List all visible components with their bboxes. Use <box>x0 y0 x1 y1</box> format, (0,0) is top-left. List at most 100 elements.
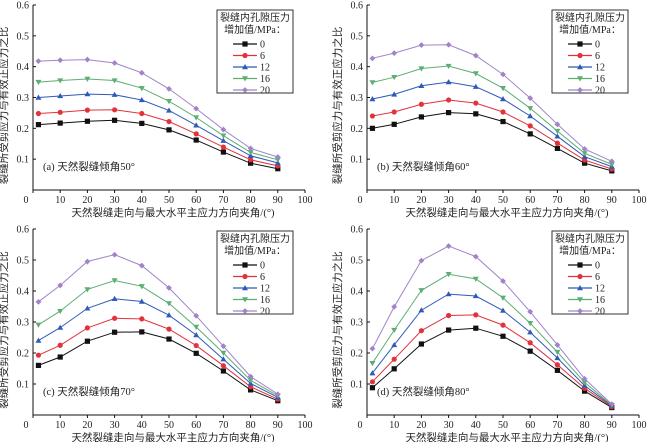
data-point-20 <box>527 308 534 315</box>
y-tick-label: 0.6 <box>351 1 364 12</box>
legend-item-0: 0 <box>568 40 600 51</box>
series-line-20 <box>371 245 613 405</box>
data-point-6 <box>418 101 424 107</box>
data-point-0 <box>473 111 479 117</box>
data-point-12 <box>554 133 561 139</box>
data-point-0 <box>446 110 452 116</box>
data-point-16 <box>445 272 452 278</box>
x-axis-label: 天然裂缝走向与最大水平主应力方向夹角/(°) <box>71 206 275 219</box>
x-tick-label: 10 <box>55 420 65 431</box>
x-tick-label: 30 <box>110 420 120 431</box>
data-point-20 <box>472 253 479 260</box>
legend-marker <box>242 87 248 93</box>
y-tick-label: 0.1 <box>17 380 30 391</box>
y-tick-label: 0.3 <box>351 318 364 329</box>
chart-panel-d: 0 10 20 30 40 50 60 70 80 90 1000.10.20.30.40.50.6… <box>331 225 647 445</box>
data-point-16 <box>193 324 200 330</box>
legend-item-20: 20 <box>233 86 270 97</box>
data-point-20 <box>138 262 145 269</box>
data-point-16 <box>220 133 227 139</box>
x-tick-label: 30 <box>444 420 454 431</box>
data-point-16 <box>391 327 398 334</box>
x-tick-label: 60 <box>525 195 535 206</box>
data-point-12 <box>554 354 561 361</box>
data-point-20 <box>554 121 561 128</box>
data-point-16 <box>247 378 254 384</box>
panel-annotation: (d) 天然裂缝倾角80° <box>377 385 470 398</box>
legend-marker <box>577 273 583 280</box>
x-tick-label: 0 <box>358 420 363 431</box>
data-point-0 <box>220 149 226 155</box>
y-tick-label: 0.3 <box>17 93 30 104</box>
legend-marker <box>577 52 583 59</box>
data-point-20 <box>247 145 254 152</box>
series-line-16 <box>38 78 278 161</box>
x-tick-label: 80 <box>246 420 256 431</box>
data-point-20 <box>247 373 254 380</box>
data-point-0 <box>193 137 199 143</box>
data-point-16 <box>391 74 398 81</box>
series-line-0 <box>38 119 278 170</box>
data-point-0 <box>112 117 118 123</box>
data-point-6 <box>112 315 118 321</box>
data-point-12 <box>418 82 425 88</box>
data-point-20 <box>193 312 200 319</box>
data-point-6 <box>391 356 397 362</box>
data-point-6 <box>193 342 199 349</box>
y-tick-label: 0.1 <box>351 155 364 166</box>
x-tick-label: 90 <box>273 195 283 206</box>
data-point-0 <box>391 366 397 372</box>
legend-box <box>216 9 294 94</box>
data-point-0 <box>391 121 397 127</box>
data-point-0 <box>139 329 145 335</box>
y-tick-label: 0.1 <box>17 155 30 166</box>
data-point-0 <box>112 329 118 335</box>
y-tick-label: 0.6 <box>17 225 30 236</box>
y-tick-label: 0.5 <box>17 31 30 42</box>
data-point-20 <box>369 345 376 352</box>
y-tick-label: 0.2 <box>351 349 364 360</box>
legend-item-20: 20 <box>568 307 605 318</box>
x-tick-label: 40 <box>471 195 481 206</box>
legend-marker <box>242 297 248 303</box>
series-line-0 <box>38 331 278 402</box>
series-line-6 <box>38 109 278 167</box>
x-tick-label: 60 <box>191 420 201 431</box>
data-point-16 <box>472 276 479 282</box>
legend-marker <box>577 285 583 291</box>
data-point-12 <box>220 137 227 143</box>
legend-title: 裂缝内孔隙压力 <box>555 232 625 245</box>
data-point-20 <box>111 60 118 66</box>
y-tick-label: 0.5 <box>17 256 30 267</box>
data-point-16 <box>138 86 145 92</box>
x-tick-label: 50 <box>498 420 508 431</box>
data-point-12 <box>445 79 452 85</box>
x-tick-label: 90 <box>607 420 617 431</box>
data-point-0 <box>35 122 42 128</box>
series-line-0 <box>372 327 613 409</box>
data-point-20 <box>581 146 588 152</box>
data-point-0 <box>500 118 506 125</box>
y-axis-label: 裂缝所受剪应力与有效正应力之比 <box>331 251 344 409</box>
legend-marker <box>242 285 248 291</box>
data-point-6 <box>473 100 479 106</box>
legend-item-12: 12 <box>568 63 605 74</box>
y-tick-label: 0.2 <box>351 124 364 135</box>
y-tick-label: 0.2 <box>17 124 30 135</box>
chart-panel-b: 0 10 20 30 40 50 60 70 80 90 1000.10.20.30.40.50.6… <box>331 1 647 220</box>
series-line-0 <box>372 112 612 172</box>
legend-marker <box>242 262 248 268</box>
data-point-16 <box>418 288 425 294</box>
panel-annotation: (a) 天然裂缝倾角50° <box>43 160 135 173</box>
x-tick-label: 100 <box>632 420 647 431</box>
series-line-16 <box>38 279 279 397</box>
data-point-20 <box>220 126 227 133</box>
data-point-16 <box>138 284 145 290</box>
x-tick-label: 10 <box>55 195 65 206</box>
data-point-16 <box>418 66 425 72</box>
